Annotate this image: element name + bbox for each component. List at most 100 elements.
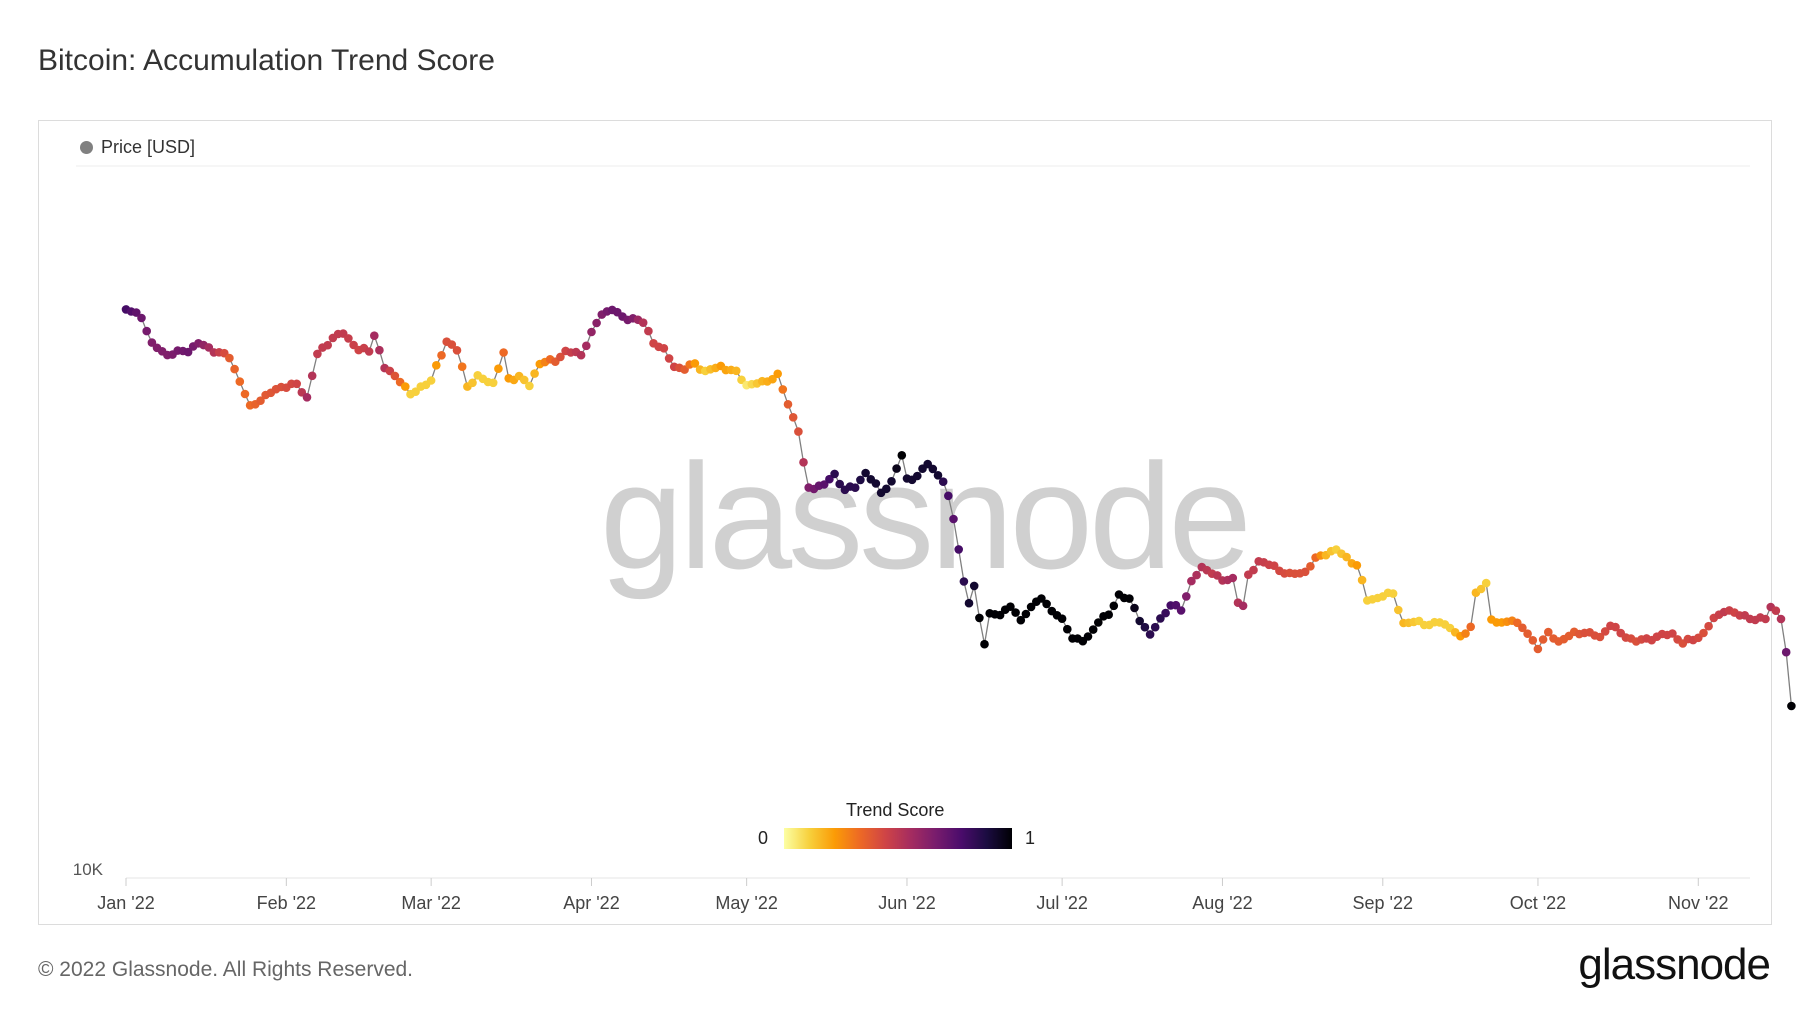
price-point <box>499 348 508 357</box>
price-point <box>788 413 798 422</box>
price-point <box>1192 570 1201 580</box>
price-point <box>225 353 234 363</box>
price-point <box>1006 602 1015 611</box>
price-point <box>1611 622 1620 632</box>
price-point <box>871 479 881 488</box>
price-point <box>1156 614 1165 623</box>
price-point <box>1595 632 1605 642</box>
price-point <box>1533 644 1543 654</box>
price-point <box>302 393 312 402</box>
chart-legend[interactable]: Price [USD] <box>80 137 195 158</box>
price-point <box>364 347 374 356</box>
price-point <box>850 483 860 493</box>
price-point <box>638 318 648 328</box>
x-tick-label: Nov '22 <box>1668 893 1728 913</box>
price-point <box>1011 608 1020 617</box>
price-point <box>892 464 901 473</box>
price-point <box>1026 602 1036 612</box>
price-point <box>1523 629 1532 638</box>
colorbar-min-label: 0 <box>758 828 769 848</box>
price-point <box>1352 561 1362 570</box>
price-point <box>556 352 565 362</box>
price-point <box>437 351 446 360</box>
price-point <box>457 362 467 372</box>
price-point <box>856 475 865 485</box>
x-tick-label: Feb '22 <box>257 893 316 913</box>
price-point <box>1388 589 1398 598</box>
price-point <box>1176 606 1186 615</box>
price-point <box>132 308 141 317</box>
price-point <box>432 361 441 370</box>
price-point <box>256 396 265 406</box>
price-point <box>488 378 498 388</box>
price-point <box>1306 562 1315 571</box>
price-point <box>644 326 653 336</box>
price-point <box>969 581 979 591</box>
price-point <box>825 474 834 484</box>
price-point <box>959 577 969 586</box>
price-point <box>137 313 146 323</box>
price-point <box>390 371 400 381</box>
price-point <box>1109 601 1119 611</box>
price-point <box>375 345 384 355</box>
price-point <box>980 639 989 649</box>
price-point <box>1238 601 1248 611</box>
price-point <box>819 480 829 489</box>
price-point <box>1461 629 1470 638</box>
price-point <box>582 341 591 351</box>
price-point <box>1481 578 1491 588</box>
price-point <box>1394 605 1403 615</box>
price-point <box>576 350 586 360</box>
price-point <box>183 347 193 357</box>
price-point <box>426 376 436 385</box>
watermark: glassnode <box>600 432 1252 600</box>
price-point <box>1342 552 1351 562</box>
price-point <box>1600 627 1610 636</box>
price-point <box>468 378 477 388</box>
price-point <box>1016 615 1026 625</box>
x-axis: Jan '22 Feb '22 Mar '22 Apr '22 May '22 Jun '… <box>97 878 1729 913</box>
price-point <box>1538 635 1548 644</box>
x-tick-label: Apr '22 <box>563 893 619 913</box>
price-point <box>783 400 793 409</box>
price-point <box>1021 609 1031 619</box>
price-point <box>323 340 333 350</box>
price-point <box>1357 575 1367 585</box>
price-point <box>1476 584 1486 594</box>
price-point <box>1145 630 1155 639</box>
price-point <box>1171 600 1181 610</box>
price-point <box>587 327 596 337</box>
price-point <box>1104 610 1113 619</box>
price-point <box>592 318 601 328</box>
price-point <box>235 377 245 386</box>
price-point <box>949 514 958 524</box>
price-point <box>944 491 953 501</box>
price-point <box>1042 599 1051 609</box>
glassnode-logo[interactable]: glassnode <box>1578 940 1771 989</box>
price-point <box>737 375 746 385</box>
price-point <box>938 477 948 487</box>
price-point <box>401 382 410 391</box>
price-point <box>240 389 250 399</box>
price-point <box>913 471 922 481</box>
price-point <box>773 369 782 379</box>
price-points <box>121 305 1796 711</box>
price-point <box>778 385 788 394</box>
price-point <box>1776 614 1786 624</box>
price-point <box>897 451 907 460</box>
price-point <box>964 598 974 608</box>
price-point <box>525 381 534 391</box>
legend-label-price: Price [USD] <box>101 137 196 157</box>
price-point <box>1704 621 1713 631</box>
colorbar-max-label: 1 <box>1025 828 1036 848</box>
x-tick-label: Jul '22 <box>1036 893 1087 913</box>
price-point <box>1094 618 1103 627</box>
price-point <box>519 375 529 385</box>
price-point <box>1228 573 1238 583</box>
x-tick-label: May '22 <box>715 893 777 913</box>
price-point <box>530 369 539 378</box>
price-point <box>1037 594 1046 603</box>
price-point <box>954 545 963 554</box>
colorbar-gradient <box>784 828 1012 849</box>
